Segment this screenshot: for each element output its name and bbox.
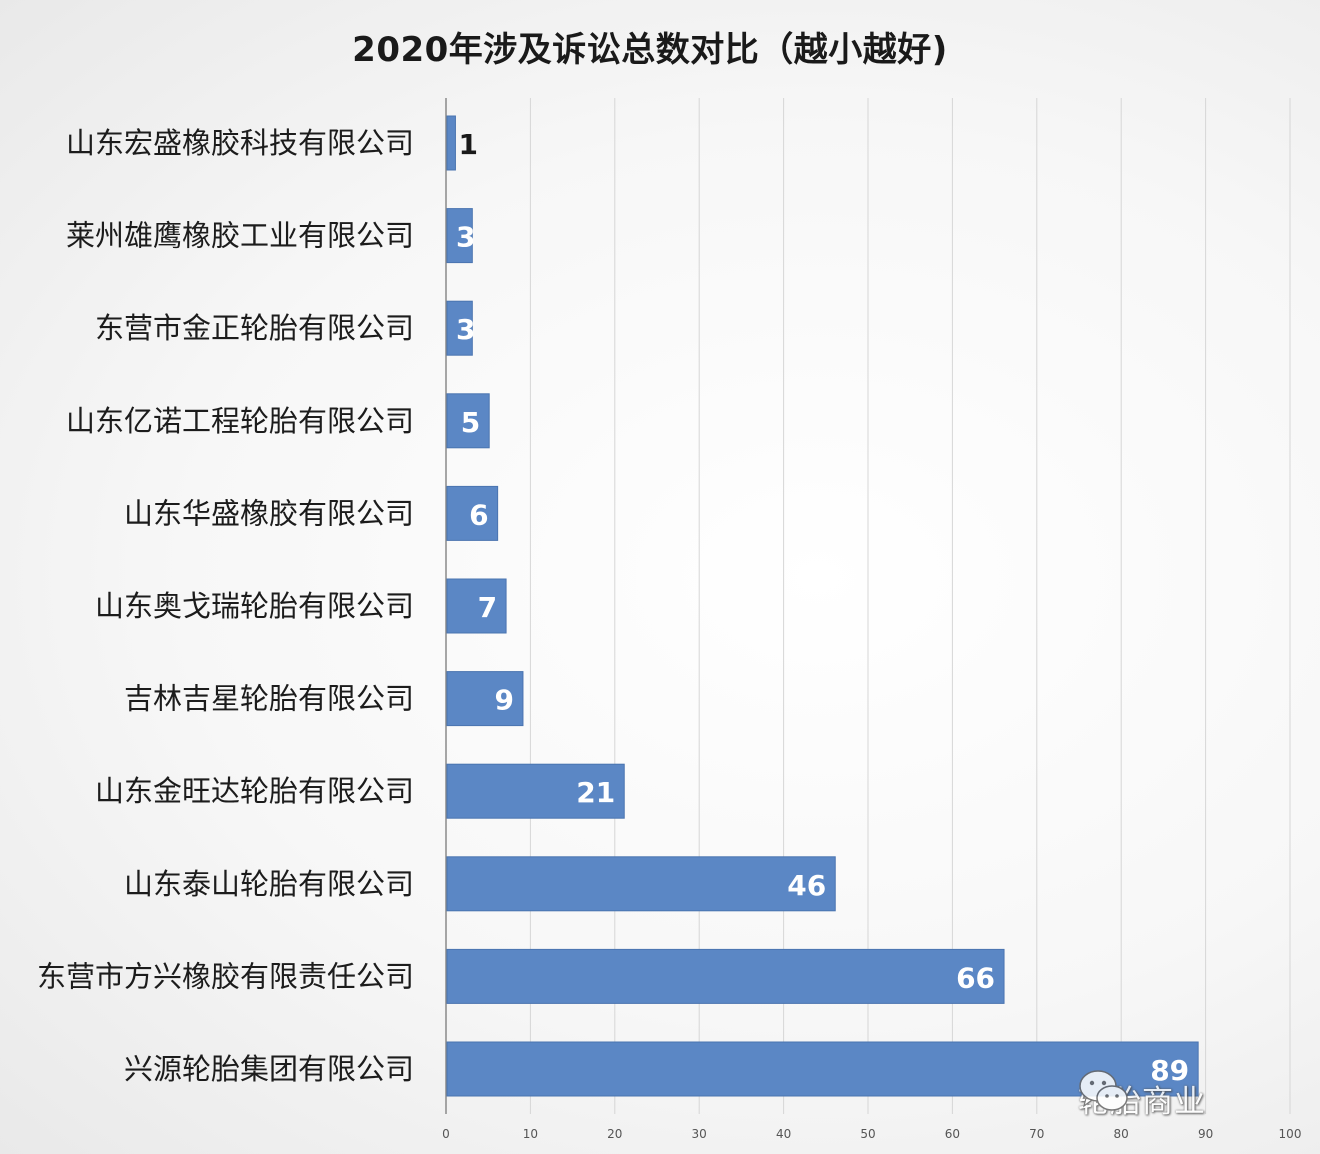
data-label: 66 xyxy=(956,961,995,994)
category-label: 吉林吉星轮胎有限公司 xyxy=(124,682,414,716)
x-tick-label: 0 xyxy=(442,1127,450,1141)
x-tick-label: 100 xyxy=(1279,1127,1302,1141)
category-label: 东营市方兴橡胶有限责任公司 xyxy=(37,959,414,993)
category-label: 山东亿诺工程轮胎有限公司 xyxy=(66,404,414,438)
category-label: 山东华盛橡胶有限公司 xyxy=(124,496,414,530)
category-label: 莱州雄鹰橡胶工业有限公司 xyxy=(66,219,414,253)
bar xyxy=(446,763,625,819)
category-label: 兴源轮胎集团有限公司 xyxy=(124,1052,414,1086)
bar xyxy=(446,671,524,727)
x-tick-label: 60 xyxy=(945,1127,960,1141)
x-tick-label: 20 xyxy=(607,1127,622,1141)
bar xyxy=(446,300,473,356)
category-label: 山东宏盛橡胶科技有限公司 xyxy=(66,126,414,160)
x-tick-label: 80 xyxy=(1114,1127,1129,1141)
data-label: 89 xyxy=(1150,1054,1189,1087)
bar xyxy=(446,948,1005,1004)
x-tick-label: 50 xyxy=(860,1127,875,1141)
x-tick-label: 40 xyxy=(776,1127,791,1141)
data-label: 3 xyxy=(456,313,475,346)
data-label: 21 xyxy=(576,776,615,809)
data-label: 1 xyxy=(458,128,477,161)
data-label: 3 xyxy=(456,221,475,254)
x-tick-label: 30 xyxy=(692,1127,707,1141)
chart-title: 2020年涉及诉讼总数对比（越小越好) xyxy=(352,30,948,70)
watermark: 轮胎商业 xyxy=(1078,1068,1206,1128)
bar xyxy=(446,856,836,912)
wechat-icon xyxy=(1079,1070,1128,1111)
data-label: 46 xyxy=(787,869,826,902)
bar xyxy=(446,115,456,171)
x-tick-label: 10 xyxy=(523,1127,538,1141)
x-tick-label: 90 xyxy=(1198,1127,1213,1141)
data-label: 5 xyxy=(461,406,480,439)
data-label: 6 xyxy=(469,498,488,531)
data-label: 9 xyxy=(494,684,513,717)
bar xyxy=(446,578,507,634)
category-label: 山东泰山轮胎有限公司 xyxy=(124,867,414,901)
bar xyxy=(446,485,499,541)
x-tick-label: 70 xyxy=(1029,1127,1044,1141)
bar xyxy=(446,1041,1199,1097)
category-label: 山东奥戈瑞轮胎有限公司 xyxy=(95,589,414,623)
bar xyxy=(446,393,490,449)
category-label: 东营市金正轮胎有限公司 xyxy=(95,311,414,345)
bar xyxy=(446,208,473,264)
category-label: 山东金旺达轮胎有限公司 xyxy=(95,774,414,808)
data-label: 7 xyxy=(478,591,497,624)
